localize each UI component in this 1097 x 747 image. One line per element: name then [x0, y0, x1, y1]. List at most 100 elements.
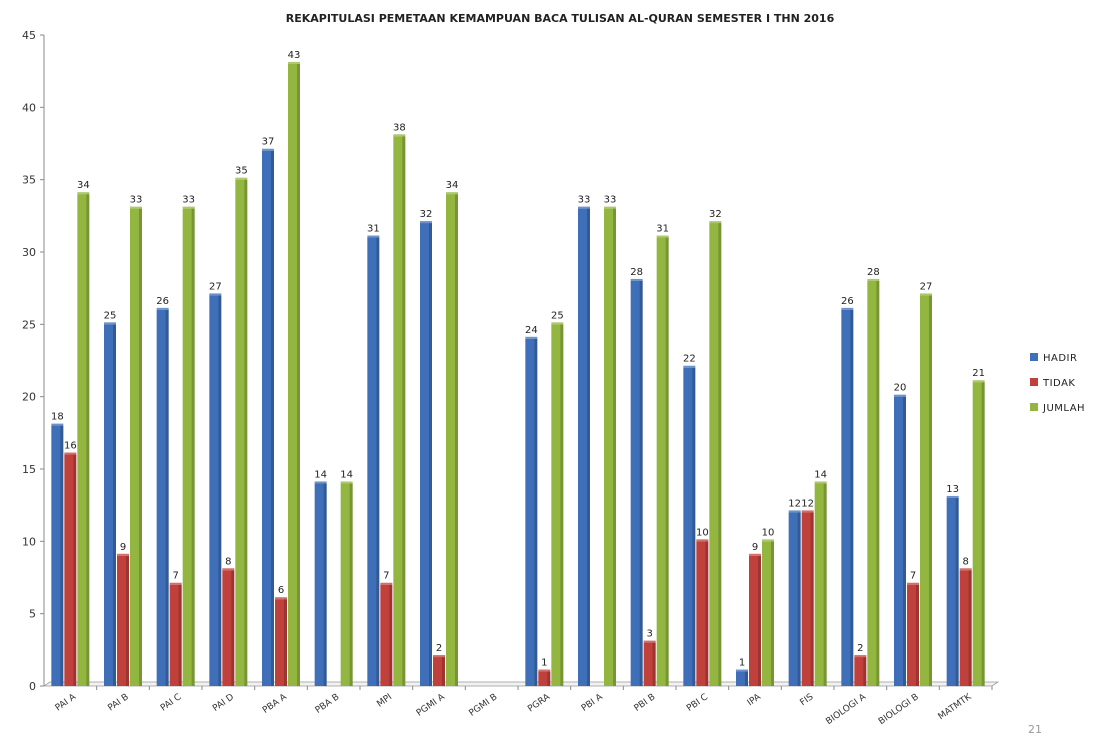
x-tick-label: PAI A	[54, 692, 79, 714]
bar-shade	[284, 599, 287, 686]
data-label: 31	[367, 224, 380, 235]
data-label: 38	[393, 122, 406, 133]
bar-top	[578, 206, 590, 209]
bar-shade	[876, 280, 880, 686]
x-tick-label: BIOLOGI B	[877, 692, 921, 727]
data-label: 27	[920, 281, 933, 292]
data-label: 7	[383, 571, 389, 582]
bar-top	[683, 365, 696, 368]
y-tick-label: 45	[22, 29, 36, 42]
bar-shade	[271, 150, 274, 686]
data-label: 27	[209, 281, 222, 292]
bar-jumlah	[182, 208, 195, 686]
bar-hadir	[841, 309, 854, 686]
data-label: 14	[314, 469, 327, 480]
bar-top	[169, 582, 182, 585]
bar-top	[156, 307, 169, 310]
x-tick-label: PAI B	[106, 692, 130, 713]
bar-hadir	[104, 324, 116, 686]
bar-shade	[850, 309, 854, 686]
data-label: 33	[604, 195, 617, 206]
bar-shade	[165, 309, 169, 686]
bar-hadir	[262, 150, 274, 686]
data-label: 10	[762, 527, 775, 538]
bar-hadir	[314, 483, 327, 686]
x-tick-label: PGRA	[526, 692, 552, 715]
bar-tidak	[801, 512, 814, 686]
bar-shade	[349, 483, 353, 686]
legend-swatch-hadir	[1030, 353, 1038, 361]
legend: HADIR TIDAK JUMLAH	[1030, 353, 1085, 414]
bar-top	[340, 481, 353, 484]
data-label: 18	[51, 412, 64, 423]
bar-shade	[534, 338, 538, 686]
bar-top	[696, 539, 709, 542]
data-label: 33	[182, 195, 195, 206]
bar-jumlah	[867, 280, 880, 686]
bar-top	[117, 553, 129, 556]
bar-top	[393, 134, 406, 137]
bar-top	[736, 669, 748, 672]
bar-top	[959, 568, 972, 571]
bar-shade	[442, 657, 445, 686]
bar-tidak	[643, 642, 656, 686]
x-tick-label: PBA A	[261, 692, 289, 716]
bar-top	[762, 539, 774, 542]
data-label: 16	[64, 441, 77, 452]
bar-shade	[810, 512, 814, 686]
bar-jumlah	[551, 324, 564, 686]
bar-tidak	[907, 584, 919, 686]
bar-top	[288, 61, 300, 64]
y-tick-label: 20	[22, 391, 36, 404]
bar-hadir	[51, 425, 64, 686]
bar-top	[854, 655, 867, 658]
bar-shade	[692, 367, 696, 686]
page-number: 21	[1028, 723, 1042, 736]
bar-shade	[968, 570, 972, 686]
data-label: 10	[696, 527, 709, 538]
bar-shade	[244, 179, 248, 686]
data-label: 28	[630, 267, 643, 278]
data-label: 14	[340, 469, 353, 480]
bar-top	[64, 452, 77, 455]
bar-shade	[113, 324, 116, 686]
bar-shade	[929, 295, 932, 686]
data-label: 8	[225, 556, 231, 567]
bar-shade	[231, 570, 235, 686]
bar-jumlah	[288, 63, 300, 686]
bar-jumlah	[656, 237, 669, 687]
bars	[51, 61, 985, 687]
bar-shade	[86, 194, 90, 686]
bar-jumlah	[814, 483, 827, 686]
data-label: 9	[120, 542, 126, 553]
y-tick-label: 10	[22, 535, 36, 548]
data-label: 3	[646, 629, 652, 640]
bar-shade	[903, 396, 906, 686]
bar-top	[814, 481, 827, 484]
data-label: 21	[972, 368, 985, 379]
data-label: 6	[278, 585, 284, 596]
legend-label-hadir: HADIR	[1043, 353, 1077, 364]
bar-shade	[139, 208, 142, 686]
bar-top	[972, 380, 985, 383]
bar-tidak	[222, 570, 235, 686]
bar-top	[275, 597, 287, 600]
bar-top	[222, 568, 235, 571]
bar-top	[538, 669, 551, 672]
bar-hadir	[209, 295, 222, 686]
data-label: 13	[946, 484, 959, 495]
x-tick-label: PBI C	[685, 692, 710, 714]
bar-top	[420, 221, 432, 224]
bar-shade	[863, 657, 867, 686]
bar-hadir	[788, 512, 801, 686]
y-tick-label: 15	[22, 463, 36, 476]
bar-top	[656, 235, 669, 238]
bar-top	[907, 582, 919, 585]
y-tick-label: 30	[22, 246, 36, 259]
data-label: 33	[578, 195, 591, 206]
bar-shade	[771, 541, 774, 686]
bar-shade	[823, 483, 827, 686]
bar-shade	[613, 208, 616, 686]
data-label: 1	[739, 658, 745, 669]
data-label: 8	[962, 556, 968, 567]
